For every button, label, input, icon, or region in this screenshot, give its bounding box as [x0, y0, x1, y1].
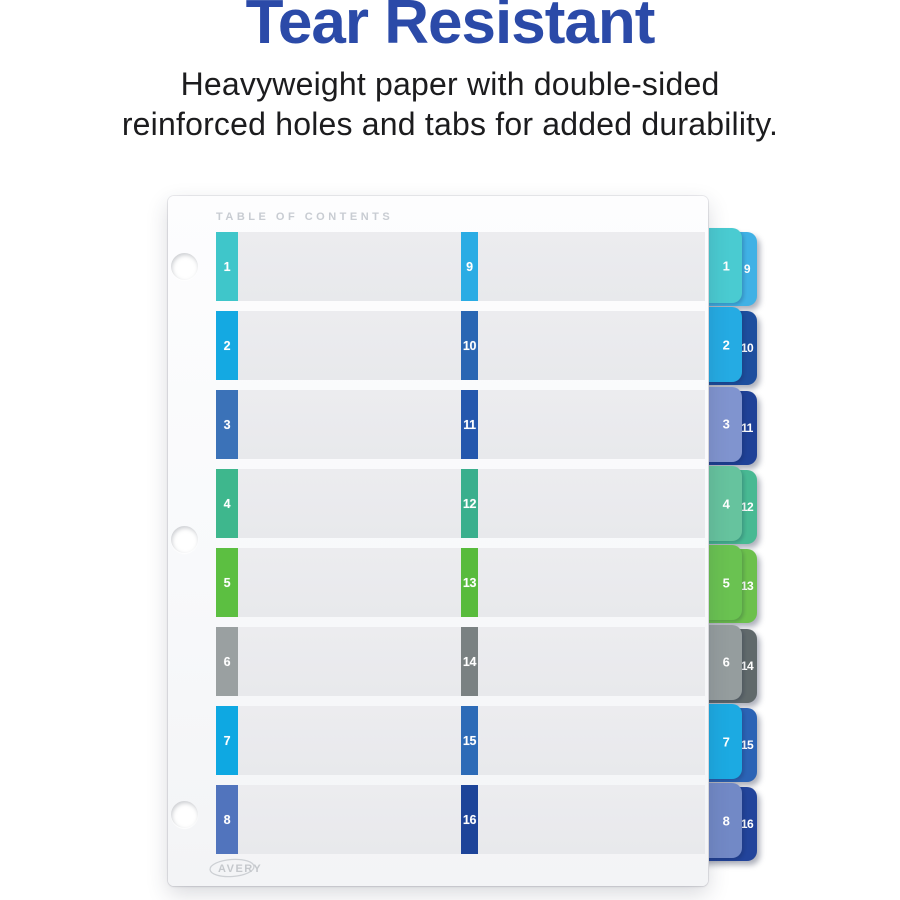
row-start-number: 4	[223, 496, 231, 511]
row-mid-marker: 16	[461, 785, 478, 854]
row-mid-number: 10	[462, 338, 477, 353]
subtitle-line-1: Heavyweight paper with double-sided	[180, 66, 720, 102]
row-start-number: 3	[223, 417, 231, 432]
toc-row: 5 13	[168, 548, 708, 617]
index-tab-back-number: 11	[741, 420, 753, 435]
index-tab-front-number: 6	[722, 654, 730, 670]
punch-hole-middle	[171, 526, 198, 553]
row-mid-marker: 9	[461, 232, 478, 301]
toc-row: 8 16	[168, 785, 708, 854]
toc-row: 6 14	[168, 627, 708, 696]
avery-logo: AVERY	[208, 856, 278, 880]
row-start-marker: 1	[216, 232, 238, 301]
row-band: 3 11	[216, 390, 705, 459]
row-mid-marker: 15	[461, 706, 478, 775]
toc-row: 3 11	[168, 390, 708, 459]
row-mid-marker: 12	[461, 469, 478, 538]
row-band: 8 16	[216, 785, 705, 854]
row-mid-number: 15	[462, 733, 477, 748]
row-start-marker: 2	[216, 311, 238, 380]
row-start-marker: 8	[216, 785, 238, 854]
index-tab-back-number: 15	[740, 738, 754, 753]
row-start-marker: 6	[216, 627, 238, 696]
headline: Tear Resistant	[245, 0, 656, 57]
subtitle-line-2: reinforced holes and tabs for added dura…	[121, 106, 779, 142]
index-tab-back-number: 10	[740, 341, 754, 356]
row-band: 2 10	[216, 311, 705, 380]
row-start-number: 5	[223, 575, 231, 590]
row-mid-marker: 10	[461, 311, 478, 380]
row-mid-marker: 11	[461, 390, 478, 459]
row-start-marker: 3	[216, 390, 238, 459]
row-mid-number: 14	[462, 654, 477, 669]
divider-sheet: TABLE OF CONTENTS 1 9 2 10 3 11 4 12 5 13 6 14 7 15 8 1…	[168, 196, 708, 886]
row-band: 7 15	[216, 706, 705, 775]
index-tab-back-number: 14	[740, 658, 754, 673]
index-tab-back-number: 13	[740, 579, 754, 594]
toc-row: 4 12	[168, 469, 708, 538]
row-start-marker: 4	[216, 469, 238, 538]
row-mid-number: 9	[466, 259, 473, 274]
row-start-number: 2	[223, 338, 231, 353]
row-start-marker: 5	[216, 548, 238, 617]
row-mid-number: 13	[462, 575, 477, 590]
index-tab-back-number: 12	[740, 500, 754, 515]
index-tab-front-number: 4	[722, 496, 730, 512]
row-band: 5 13	[216, 548, 705, 617]
index-tab-front-number: 3	[722, 416, 730, 432]
avery-logo-text: AVERY	[218, 863, 262, 875]
row-start-number: 6	[223, 654, 231, 669]
row-start-marker: 7	[216, 706, 238, 775]
toc-row: 7 15	[168, 706, 708, 775]
row-mid-marker: 13	[461, 548, 478, 617]
index-tab-front-number: 8	[722, 813, 730, 829]
row-start-number: 1	[223, 259, 231, 274]
row-mid-number: 12	[462, 496, 477, 511]
index-tab-back-number: 16	[740, 817, 754, 832]
punch-hole-top	[171, 253, 198, 280]
row-start-number: 8	[223, 812, 231, 827]
index-tab-front-number: 7	[722, 734, 730, 750]
sheet-heading: TABLE OF CONTENTS	[216, 211, 394, 223]
index-tab-front-number: 1	[722, 258, 730, 273]
subtitle: Heavyweight paper with double-sided rein…	[0, 64, 900, 144]
avery-logo-swoosh: AVERY	[209, 858, 262, 878]
index-tab-back-number: 9	[743, 262, 751, 276]
index-tab-front-number: 5	[722, 575, 730, 591]
row-mid-number: 16	[462, 812, 477, 827]
punch-hole-bottom	[171, 801, 198, 828]
row-band: 4 12	[216, 469, 705, 538]
row-mid-marker: 14	[461, 627, 478, 696]
row-mid-number: 11	[463, 417, 476, 432]
row-start-number: 7	[223, 733, 231, 748]
row-band: 6 14	[216, 627, 705, 696]
toc-row: 2 10	[168, 311, 708, 380]
index-tab-front-number: 2	[722, 337, 730, 353]
